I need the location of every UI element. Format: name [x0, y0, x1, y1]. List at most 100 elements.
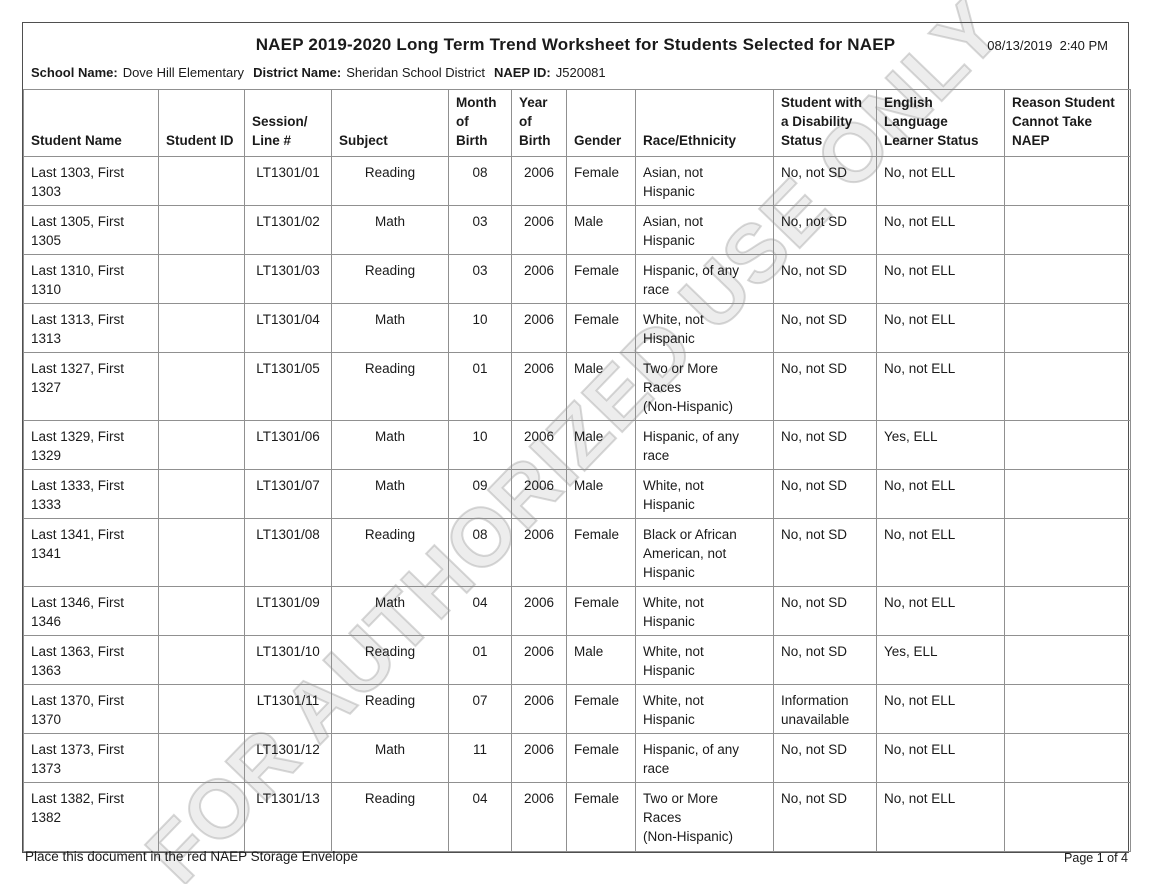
cell-month-of-birth: 03: [448, 254, 512, 304]
cell-ell-status: No, not ELL: [876, 352, 1005, 421]
table-row: Last 1333, First 1333 LT1301/07 Math 09 2006…: [23, 469, 1131, 519]
cell-gender: Female: [566, 518, 636, 587]
table-row: Last 1313, First 1313 LT1301/04 Math 10 2006…: [23, 303, 1131, 353]
table-row: Last 1305, First 1305 LT1301/02 Math 03 2006…: [23, 205, 1131, 255]
cell-student-name: Last 1341, First 1341: [23, 518, 159, 587]
cell-student-id: [158, 352, 245, 421]
column-header-gender: Gender: [566, 89, 636, 157]
column-header-subject: Subject: [331, 89, 449, 157]
cell-gender: Male: [566, 352, 636, 421]
document-header: NAEP 2019-2020 Long Term Trend Worksheet…: [23, 23, 1128, 89]
cell-gender: Female: [566, 586, 636, 636]
cell-student-name: Last 1346, First 1346: [23, 586, 159, 636]
cell-student-id: [158, 254, 245, 304]
cell-gender: Female: [566, 684, 636, 734]
cell-gender: Female: [566, 782, 636, 852]
storage-envelope-instruction: Place this document in the red NAEP Stor…: [25, 849, 358, 864]
table-row: Last 1329, First 1329 LT1301/06 Math 10 2006…: [23, 420, 1131, 470]
cell-month-of-birth: 11: [448, 733, 512, 783]
cell-session-line: LT1301/06: [244, 420, 332, 470]
cell-session-line: LT1301/12: [244, 733, 332, 783]
cell-gender: Female: [566, 733, 636, 783]
cell-disability-status: No, not SD: [773, 156, 877, 206]
cell-race-ethnicity: Asian, not Hispanic: [635, 156, 774, 206]
cell-ell-status: No, not ELL: [876, 733, 1005, 783]
cell-race-ethnicity: White, not Hispanic: [635, 684, 774, 734]
cell-subject: Reading: [331, 352, 449, 421]
cell-reason-cannot-take: [1004, 352, 1131, 421]
cell-reason-cannot-take: [1004, 518, 1131, 587]
cell-reason-cannot-take: [1004, 733, 1131, 783]
cell-year-of-birth: 2006: [511, 303, 567, 353]
cell-year-of-birth: 2006: [511, 469, 567, 519]
cell-student-name: Last 1310, First 1310: [23, 254, 159, 304]
cell-ell-status: Yes, ELL: [876, 420, 1005, 470]
cell-subject: Reading: [331, 254, 449, 304]
roster-head: Student Name Student ID Session/ Line # Sub…: [23, 89, 1131, 157]
cell-month-of-birth: 03: [448, 205, 512, 255]
cell-year-of-birth: 2006: [511, 586, 567, 636]
cell-month-of-birth: 10: [448, 420, 512, 470]
naep-id-value: J520081: [555, 65, 606, 80]
cell-year-of-birth: 2006: [511, 782, 567, 852]
table-row: Last 1370, First 1370 LT1301/11 Reading 07 2…: [23, 684, 1131, 734]
cell-reason-cannot-take: [1004, 303, 1131, 353]
column-header-student-id: Student ID: [158, 89, 245, 157]
cell-subject: Math: [331, 586, 449, 636]
table-row: Last 1382, First 1382 LT1301/13 Reading 04 2…: [23, 782, 1131, 852]
column-header-session-line: Session/ Line #: [244, 89, 332, 157]
cell-subject: Reading: [331, 635, 449, 685]
cell-student-name: Last 1382, First 1382: [23, 782, 159, 852]
cell-session-line: LT1301/11: [244, 684, 332, 734]
cell-race-ethnicity: White, not Hispanic: [635, 586, 774, 636]
cell-subject: Reading: [331, 156, 449, 206]
cell-session-line: LT1301/03: [244, 254, 332, 304]
cell-month-of-birth: 01: [448, 635, 512, 685]
cell-student-name: Last 1370, First 1370: [23, 684, 159, 734]
cell-ell-status: No, not ELL: [876, 518, 1005, 587]
table-row: Last 1303, First 1303 LT1301/01 Reading 08 2…: [23, 156, 1131, 206]
cell-gender: Male: [566, 420, 636, 470]
cell-student-name: Last 1363, First 1363: [23, 635, 159, 685]
table-row: Last 1373, First 1373 LT1301/12 Math 11 2006…: [23, 733, 1131, 783]
cell-student-name: Last 1329, First 1329: [23, 420, 159, 470]
cell-gender: Female: [566, 254, 636, 304]
table-row: Last 1310, First 1310 LT1301/03 Reading 03 2…: [23, 254, 1131, 304]
column-header-disability-status: Student with a Disability Status: [773, 89, 877, 157]
cell-student-name: Last 1373, First 1373: [23, 733, 159, 783]
page-number: Page 1 of 4: [1064, 851, 1128, 865]
column-header-student-name: Student Name: [23, 89, 159, 157]
page-title: NAEP 2019-2020 Long Term Trend Worksheet…: [255, 35, 896, 54]
cell-year-of-birth: 2006: [511, 684, 567, 734]
cell-year-of-birth: 2006: [511, 156, 567, 206]
cell-student-id: [158, 684, 245, 734]
cell-month-of-birth: 08: [448, 518, 512, 587]
column-header-ell-status: English Language Learner Status: [876, 89, 1005, 157]
cell-student-id: [158, 518, 245, 587]
cell-reason-cannot-take: [1004, 156, 1131, 206]
cell-session-line: LT1301/08: [244, 518, 332, 587]
student-roster-table: Student Name Student ID Session/ Line # Sub…: [23, 89, 1131, 852]
cell-disability-status: No, not SD: [773, 420, 877, 470]
cell-student-id: [158, 303, 245, 353]
cell-reason-cannot-take: [1004, 684, 1131, 734]
cell-ell-status: No, not ELL: [876, 782, 1005, 852]
cell-subject: Math: [331, 303, 449, 353]
cell-reason-cannot-take: [1004, 420, 1131, 470]
cell-session-line: LT1301/05: [244, 352, 332, 421]
cell-disability-status: No, not SD: [773, 205, 877, 255]
cell-ell-status: No, not ELL: [876, 586, 1005, 636]
cell-disability-status: No, not SD: [773, 303, 877, 353]
cell-reason-cannot-take: [1004, 205, 1131, 255]
cell-student-name: Last 1313, First 1313: [23, 303, 159, 353]
table-row: Last 1363, First 1363 LT1301/10 Reading 01 2…: [23, 635, 1131, 685]
cell-month-of-birth: 01: [448, 352, 512, 421]
cell-subject: Math: [331, 205, 449, 255]
cell-disability-status: No, not SD: [773, 782, 877, 852]
cell-year-of-birth: 2006: [511, 420, 567, 470]
school-name-value: Dove Hill Elementary: [122, 65, 245, 80]
cell-student-id: [158, 156, 245, 206]
cell-gender: Male: [566, 469, 636, 519]
cell-reason-cannot-take: [1004, 469, 1131, 519]
